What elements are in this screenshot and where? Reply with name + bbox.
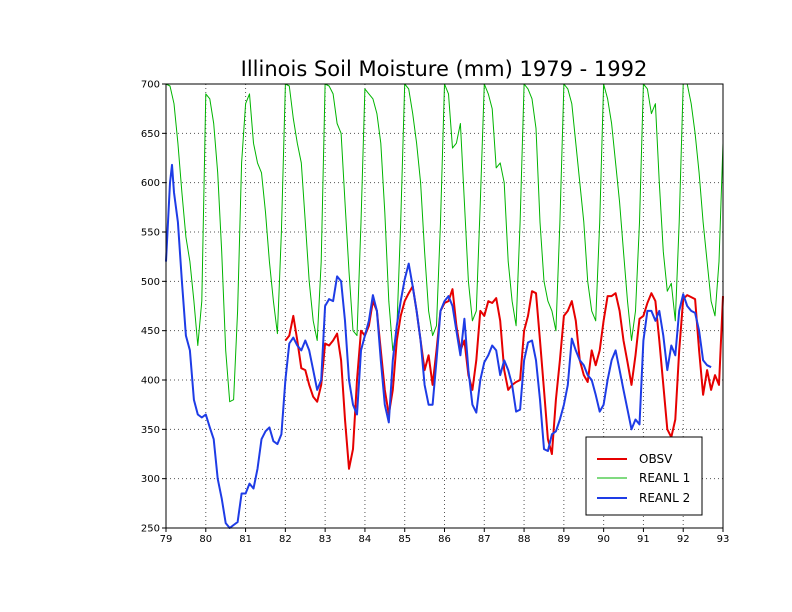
x-tick-label: 79 — [160, 534, 173, 545]
y-tick-label: 550 — [141, 228, 160, 239]
x-tick-label: 87 — [478, 534, 491, 545]
series-line-reanl-2 — [165, 163, 712, 529]
y-tick-label: 500 — [141, 277, 160, 288]
y-tick-label: 650 — [141, 129, 160, 140]
x-tick-label: 91 — [637, 534, 650, 545]
x-tick-label: 82 — [279, 534, 292, 545]
y-tick-label: 350 — [141, 425, 160, 436]
x-tick-label: 81 — [239, 534, 252, 545]
x-tick-label: 86 — [438, 534, 451, 545]
y-tick-label: 300 — [141, 474, 160, 485]
y-tick-label: 250 — [141, 524, 160, 535]
axis-ticks: 79 80 81 82 83 84 85 86 87 88 89 90 91 92 93 250 300 350 4… — [141, 80, 729, 546]
y-tick-label: 400 — [141, 376, 160, 387]
x-tick-label: 90 — [597, 534, 610, 545]
x-tick-label: 83 — [319, 534, 332, 545]
x-tick-label: 89 — [557, 534, 570, 545]
x-tick-label: 88 — [518, 534, 531, 545]
series-line-obsv — [284, 285, 724, 470]
chart-title: Illinois Soil Moisture (mm) 1979 - 1992 — [241, 57, 648, 81]
x-tick-label: 93 — [717, 534, 730, 545]
legend: OBSV REANL 1 REANL 2 — [585, 436, 703, 516]
x-tick-label: 92 — [677, 534, 690, 545]
series-line-reanl-1 — [165, 83, 724, 403]
y-tick-label: 700 — [141, 80, 160, 91]
x-tick-label: 84 — [359, 534, 372, 545]
legend-label-obsv: OBSV — [639, 452, 673, 466]
legend-label-reanl-2: REANL 2 — [639, 491, 690, 505]
legend-label-reanl-1: REANL 1 — [639, 471, 690, 485]
y-tick-label: 600 — [141, 178, 160, 189]
y-tick-label: 450 — [141, 326, 160, 337]
x-tick-label: 80 — [199, 534, 212, 545]
x-tick-label: 85 — [398, 534, 411, 545]
legend-box — [585, 436, 703, 516]
